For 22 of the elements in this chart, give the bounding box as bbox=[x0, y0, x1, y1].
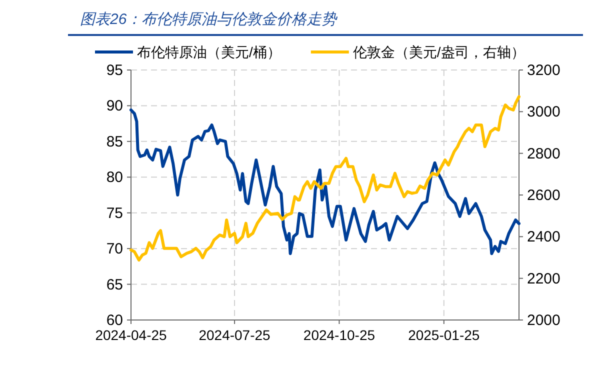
x-tick-label: 2025-01-25 bbox=[408, 327, 480, 343]
y-tick-label: 95 bbox=[106, 62, 123, 79]
y-tick-label: 60 bbox=[106, 312, 123, 329]
x-tick-label: 2024-07-25 bbox=[198, 327, 271, 343]
legend-label: 布伦特原油（美元/桶） bbox=[137, 44, 281, 60]
legend-label: 伦敦金（美元/盎司，右轴） bbox=[352, 44, 525, 60]
y2-tick-label: 2400 bbox=[527, 228, 560, 246]
y-tick-label: 75 bbox=[106, 204, 123, 222]
y-tick-label: 80 bbox=[106, 169, 123, 186]
y2-tick-label: 3200 bbox=[527, 62, 560, 79]
y-tick-label: 70 bbox=[106, 240, 123, 258]
y2-tick-label: 3000 bbox=[527, 104, 560, 121]
y2-tick-label: 2000 bbox=[527, 312, 560, 329]
y2-tick-label: 2200 bbox=[527, 270, 560, 288]
x-tick-label: 2024-04-25 bbox=[95, 327, 168, 343]
y-tick-label: 65 bbox=[106, 276, 123, 294]
y-tick-label: 90 bbox=[106, 98, 123, 115]
y2-tick-label: 2800 bbox=[527, 145, 560, 162]
x-tick-label: 2024-10-25 bbox=[303, 327, 376, 343]
y-tick-label: 85 bbox=[106, 133, 123, 150]
y2-tick-label: 2600 bbox=[527, 187, 560, 204]
chart-title: 图表26：布伦特原油与伦敦金价格走势 bbox=[80, 11, 339, 28]
